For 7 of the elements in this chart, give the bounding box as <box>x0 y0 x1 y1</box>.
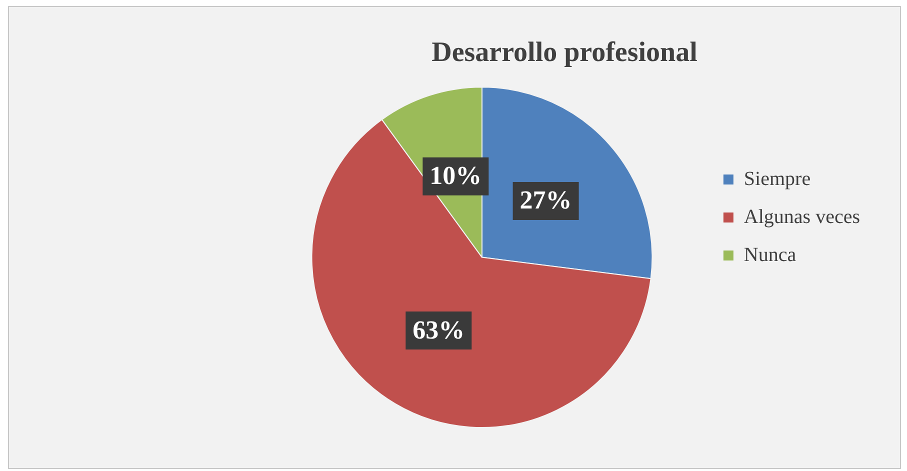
data-label: 63% <box>412 315 465 344</box>
data-label: 10% <box>430 161 482 190</box>
chart-title: Desarrollo profesional <box>432 37 698 68</box>
legend-label: Siempre <box>744 168 811 190</box>
data-label: 27% <box>520 186 572 215</box>
legend-label: Nunca <box>744 244 796 266</box>
legend-label: Algunas veces <box>744 206 860 228</box>
